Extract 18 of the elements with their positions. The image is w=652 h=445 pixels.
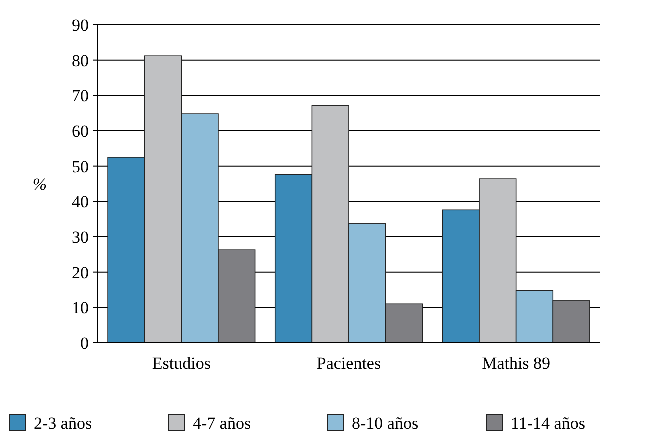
x-tick-label: Estudios (152, 354, 211, 373)
y-tick-label: 70 (72, 86, 89, 106)
y-axis-title: % (32, 174, 48, 194)
legend-label: 11-14 años (511, 414, 586, 433)
y-tick-label: 30 (72, 228, 89, 247)
x-tick-label: Pacientes (316, 354, 382, 373)
y-tick-label: 0 (80, 334, 89, 353)
y-tick-label: 80 (72, 51, 89, 70)
y-tick-label: 90 (72, 16, 89, 35)
legend-label: 4-7 años (193, 414, 252, 433)
y-tick-label: 60 (72, 122, 89, 141)
legend-label: 2-3 años (34, 414, 92, 433)
legend-label: 8-10 años (352, 414, 419, 433)
y-tick-label: 40 (72, 192, 89, 212)
x-tick-label: Mathis 89 (482, 354, 551, 373)
y-tick-label: 50 (72, 157, 89, 176)
y-tick-label: 10 (72, 298, 89, 318)
y-tick-label: 20 (72, 263, 89, 282)
